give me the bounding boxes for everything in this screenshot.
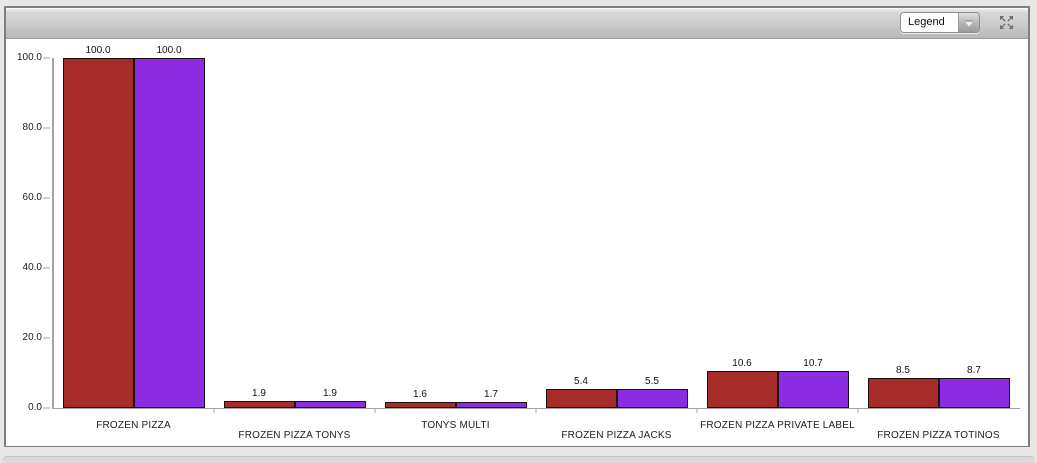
lower-panel-edge [2, 456, 1035, 463]
y-axis-tick [43, 127, 50, 129]
bar-value-label: 100.0 [85, 45, 111, 56]
x-axis-tick [696, 409, 698, 413]
bar-value-label: 10.6 [732, 357, 752, 369]
y-axis-tick [43, 337, 50, 339]
expand-arrows-icon [1000, 16, 1013, 29]
y-axis-tick [43, 57, 50, 59]
bar-value-label: 100.0 [156, 45, 182, 56]
bar-series-purple[interactable] [455, 402, 527, 408]
x-axis-category-label: FROZEN PIZZA JACKS [561, 430, 672, 441]
x-axis-tick [535, 409, 537, 413]
bar-series-red[interactable] [62, 58, 134, 408]
bar-series-red[interactable] [545, 389, 617, 408]
chevron-down-icon [965, 21, 973, 26]
bar-value-label: 5.4 [574, 376, 588, 388]
chart-toolbar: Legend [6, 8, 1028, 39]
bar-series-purple[interactable] [133, 58, 205, 408]
y-axis-label: 20.0 [22, 332, 42, 343]
bar-series-red[interactable] [706, 370, 778, 408]
legend-dropdown-value[interactable]: Legend [901, 13, 959, 32]
bar-series-red[interactable] [223, 401, 295, 408]
bar-value-label: 1.7 [484, 389, 498, 401]
y-axis-label: 60.0 [22, 192, 42, 203]
bar-value-label: 1.9 [252, 388, 266, 400]
x-axis-tick [374, 409, 376, 413]
y-axis-label: 100.0 [16, 52, 42, 63]
bar-series-red[interactable] [384, 402, 456, 408]
bar-value-label: 10.7 [803, 357, 823, 369]
chart-panel: Legend 0.0 20.0 40.0 60.0 80.0 100.0 100.0 100.… [4, 6, 1030, 447]
x-axis-category-label: FROZEN PIZZA TONYS [238, 430, 351, 441]
x-axis-category-label: TONYS MULTI [421, 420, 490, 431]
bar-series-purple[interactable] [294, 401, 366, 408]
y-axis-tick [43, 197, 50, 199]
bar-value-label: 1.9 [323, 388, 337, 400]
plot-area: 0.0 20.0 40.0 60.0 80.0 100.0 100.0 100.0 FROZEN… [6, 39, 1028, 446]
legend-dropdown-button[interactable] [959, 13, 979, 32]
legend-dropdown[interactable]: Legend [900, 12, 980, 33]
bar-value-label: 8.7 [967, 364, 981, 376]
bar-series-purple[interactable] [616, 388, 688, 408]
y-axis-label: 40.0 [22, 262, 42, 273]
bar-value-label: 1.6 [413, 389, 427, 401]
y-axis-line [52, 58, 54, 409]
y-axis-tick [43, 267, 50, 269]
x-axis-category-label: FROZEN PIZZA TOTINOS [877, 430, 1000, 441]
x-axis-category-label: FROZEN PIZZA PRIVATE LABEL [700, 420, 855, 431]
expand-button[interactable] [998, 14, 1015, 31]
bar-series-purple[interactable] [938, 377, 1010, 408]
y-axis-tick [43, 407, 50, 409]
y-axis-label: 0.0 [28, 402, 42, 413]
y-axis-label: 80.0 [22, 122, 42, 133]
bar-value-label: 8.5 [896, 365, 910, 377]
x-axis-category-label: FROZEN PIZZA [96, 420, 171, 431]
x-axis-tick [857, 409, 859, 413]
bar-value-label: 5.5 [645, 375, 659, 387]
bar-series-purple[interactable] [777, 370, 849, 408]
x-axis-tick [213, 409, 215, 413]
bar-series-red[interactable] [867, 378, 939, 408]
x-axis-line [52, 408, 1020, 409]
